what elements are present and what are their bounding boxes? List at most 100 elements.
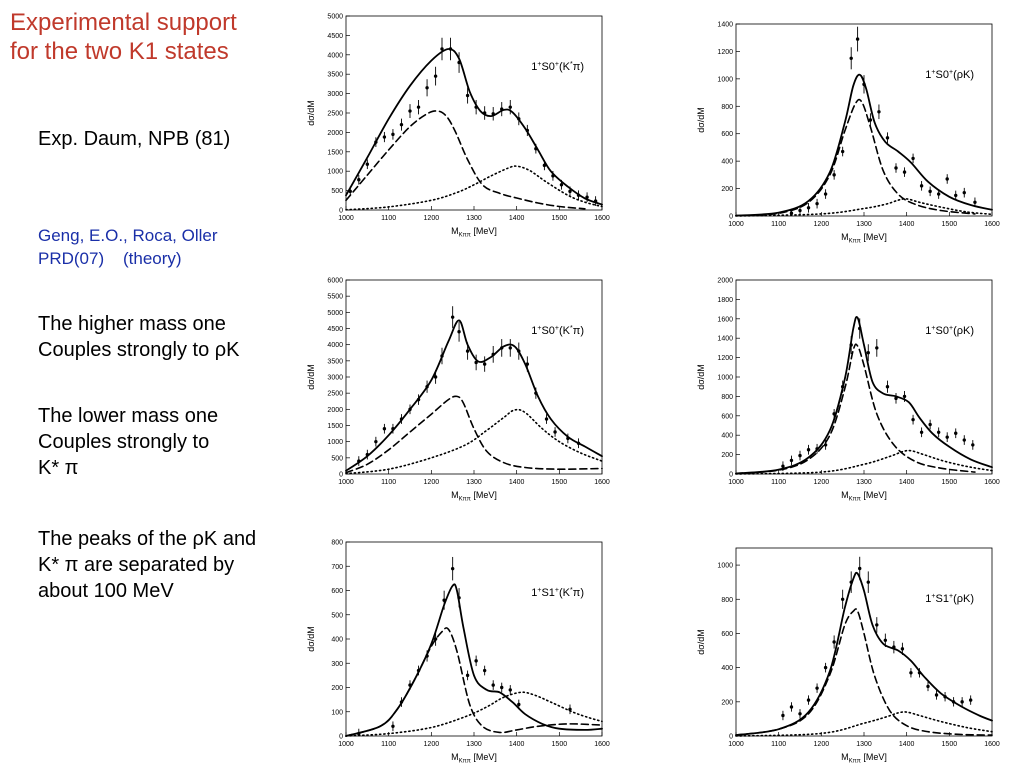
data-point [894, 166, 898, 170]
data-point [917, 671, 922, 675]
y-tick-label: 800 [721, 394, 733, 401]
data-point [357, 178, 361, 182]
x-tick-label: 1400 [899, 741, 915, 748]
x-axis-label: MKππ [MeV] [841, 490, 887, 503]
data-point [823, 192, 828, 196]
x-tick-label: 1300 [856, 221, 872, 228]
experiment-reference: Exp. Daum, NPB (81) [38, 128, 231, 150]
y-tick-label: 400 [721, 665, 733, 672]
data-point [474, 360, 478, 365]
data-point [806, 448, 811, 452]
dotted-curve [345, 691, 603, 737]
data-point [789, 211, 794, 215]
data-point [474, 659, 478, 663]
y-tick-label: 200 [721, 452, 733, 459]
data-point [365, 162, 370, 166]
data-point [399, 700, 404, 704]
slide-title-line1: Experimental support [10, 9, 237, 36]
data-point [815, 447, 819, 451]
y-axis-label: dσ/dM [696, 107, 706, 133]
x-tick-label: 1400 [509, 741, 525, 748]
x-axis-label: MKππ [MeV] [841, 752, 887, 765]
data-point [815, 686, 819, 690]
data-point [433, 375, 438, 379]
data-point [382, 427, 387, 431]
y-tick-label: 600 [721, 413, 733, 420]
data-point [936, 430, 941, 434]
y-tick-label: 6000 [327, 278, 343, 285]
data-point [391, 427, 395, 431]
data-point [382, 135, 387, 139]
data-point [789, 705, 794, 709]
plot-frame [735, 547, 993, 737]
y-tick-label: 4000 [327, 52, 343, 59]
x-tick-label: 1100 [771, 479, 786, 486]
data-point [534, 391, 538, 395]
y-tick-label: 400 [721, 433, 733, 440]
x-tick-label: 1600 [984, 221, 1000, 228]
data-point [862, 82, 866, 87]
x-tick-label: 1500 [942, 479, 958, 486]
data-point [883, 638, 888, 642]
data-point [951, 700, 956, 704]
data-point [491, 683, 495, 687]
y-axis-label: dσ/dM [306, 626, 316, 652]
x-tick-label: 1400 [899, 221, 915, 228]
dotted-curve [735, 449, 993, 475]
slide-title: Experimental support for the two K1 stat… [10, 8, 310, 66]
y-tick-label: 1400 [717, 22, 733, 29]
y-tick-label: 100 [331, 709, 343, 716]
data-point [416, 105, 421, 109]
data-point [858, 566, 862, 571]
y-tick-label: 4500 [327, 33, 343, 40]
x-axis-label: MKππ [MeV] [451, 226, 497, 239]
x-tick-label: 1000 [728, 741, 744, 748]
chart-title: 1+S1+(ρK) [925, 593, 974, 605]
y-tick-label: 400 [331, 637, 343, 644]
data-point [568, 189, 572, 194]
data-point [875, 346, 879, 350]
dotted-curve [345, 165, 603, 211]
y-tick-label: 600 [721, 131, 733, 138]
x-tick-label: 1600 [984, 479, 1000, 486]
plot-frame [345, 279, 603, 475]
solid-curve [345, 319, 603, 472]
data-point [416, 668, 421, 673]
data-point [911, 417, 915, 422]
y-axis-label: dσ/dM [306, 364, 316, 390]
y-tick-label: 600 [331, 588, 343, 595]
dashed-curve [345, 627, 603, 737]
data-point [823, 665, 828, 670]
y-tick-label: 5500 [327, 294, 343, 301]
y-tick-label: 2000 [327, 407, 343, 414]
data-point [457, 330, 461, 334]
data-point [348, 189, 352, 194]
data-point [553, 430, 557, 434]
y-tick-label: 0 [339, 734, 343, 741]
peak-separation-note-line1: The peaks of the ρK and [38, 528, 257, 550]
data-point [855, 37, 860, 41]
data-point [934, 693, 939, 697]
data-point [798, 453, 802, 458]
y-tick-label: 200 [331, 685, 343, 692]
x-tick-label: 1300 [466, 479, 482, 486]
data-point [559, 183, 564, 187]
data-point [832, 412, 836, 416]
data-point [544, 417, 549, 421]
data-point [425, 654, 429, 658]
data-point [866, 351, 870, 355]
data-point [416, 397, 421, 402]
y-tick-label: 800 [721, 104, 733, 111]
data-point [399, 417, 404, 421]
y-tick-label: 400 [721, 159, 733, 166]
data-point [585, 195, 589, 199]
data-point [849, 580, 853, 584]
y-tick-label: 800 [331, 540, 343, 547]
lower-mass-note-line2: Couples strongly to [38, 431, 210, 453]
data-point [840, 385, 845, 389]
data-point [928, 422, 932, 427]
theory-reference-line1: Geng, E.O., Roca, Oller [38, 226, 218, 245]
data-point [517, 702, 521, 707]
y-tick-label: 800 [721, 597, 733, 604]
chart-panel-ks1-rhok: 1000 1100 1200 1300 1400 1500 1600 0 200 400 600 80… [696, 547, 1000, 765]
